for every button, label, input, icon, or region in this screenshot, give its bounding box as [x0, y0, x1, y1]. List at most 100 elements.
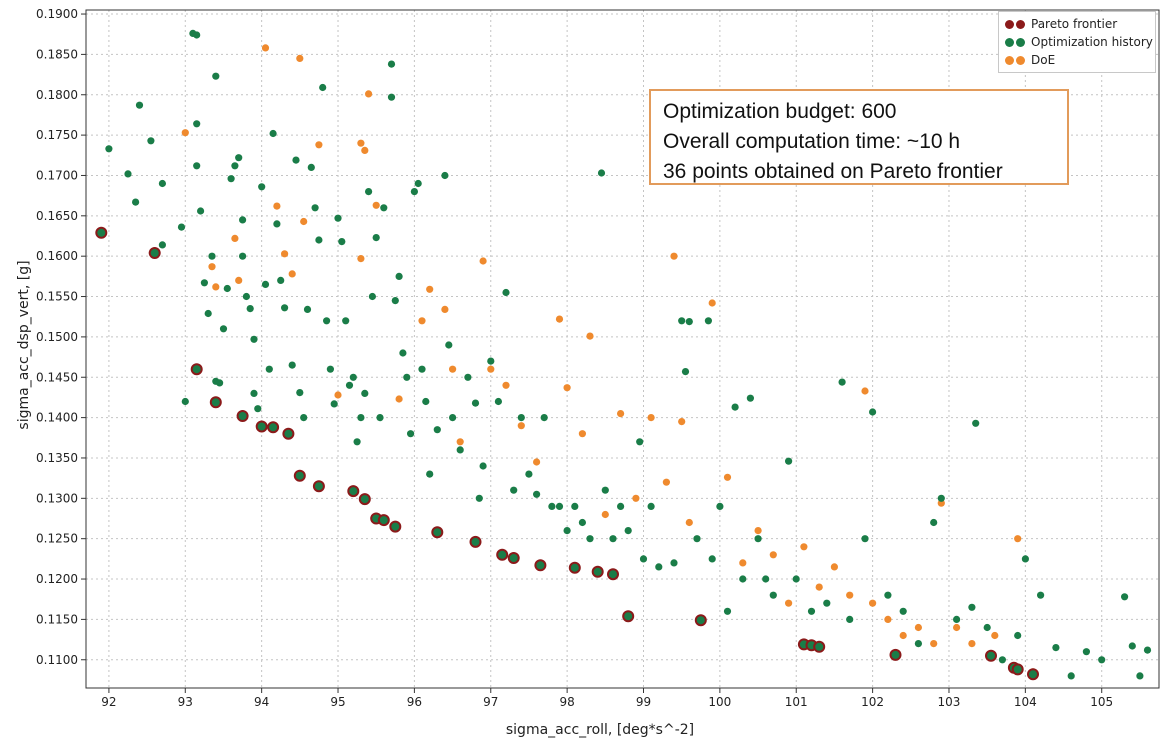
optimization-point [869, 408, 877, 416]
doe-point [212, 283, 220, 291]
doe-point [395, 395, 403, 403]
optimization-point [368, 292, 376, 301]
y-tick-label: 0.1500 [36, 330, 78, 344]
pareto-point [1011, 663, 1024, 676]
x-tick-label: 100 [708, 695, 731, 709]
optimization-point [914, 640, 923, 648]
optimization-point [517, 414, 525, 422]
optimization-point [365, 188, 373, 196]
pareto-point [312, 480, 325, 493]
x-tick-label: 103 [938, 695, 961, 709]
pareto-point [190, 363, 203, 376]
optimization-point [838, 378, 846, 386]
pareto-point [813, 640, 826, 653]
optimization-point [345, 381, 354, 389]
pareto-point [534, 559, 547, 572]
optimization-point [403, 373, 411, 381]
doe-point [861, 387, 869, 395]
optimization-point [246, 305, 254, 313]
doe-point [662, 478, 671, 486]
y-tick-label: 0.1550 [36, 290, 78, 304]
optimization-point [449, 414, 457, 422]
optimization-point [563, 527, 571, 535]
legend-marker-icon [1005, 19, 1014, 29]
x-axis-title: sigma_acc_roll, [deg*s^-2] [506, 722, 694, 738]
legend-item-pareto: Pareto frontier [1005, 15, 1117, 33]
optimization-point [399, 349, 407, 357]
optimization-point [231, 162, 239, 170]
optimization-point [342, 317, 350, 325]
pareto-point [347, 485, 360, 498]
pareto-point [985, 649, 997, 662]
optimization-point [265, 365, 273, 373]
optimization-point [937, 494, 945, 502]
optimization-point [300, 414, 308, 422]
optimization-point [445, 341, 453, 349]
optimization-point [762, 575, 770, 583]
y-tick-label: 0.1300 [36, 491, 78, 505]
optimization-point [147, 137, 155, 145]
axis-ticks: 92 93 94 95 96 97 98 99 100 101 102 103 104 105 0.1100… [36, 7, 1113, 709]
optimization-point [502, 288, 510, 297]
optimization-point [548, 502, 556, 510]
x-tick-label: 96 [407, 695, 422, 709]
doe-point [769, 551, 777, 559]
legend-marker-icon [1016, 37, 1025, 47]
y-tick-label: 0.1700 [36, 168, 78, 182]
plot-frame [85, 9, 1160, 689]
optimization-point [303, 305, 312, 313]
optimization-point [571, 502, 579, 510]
optimization-point [387, 60, 396, 68]
optimization-point [930, 518, 938, 527]
doe-point [586, 332, 594, 340]
optimization-point [418, 365, 426, 373]
optimization-point [319, 83, 327, 92]
optimization-point [223, 284, 231, 293]
doe-point [479, 257, 487, 265]
y-tick-label: 0.1650 [36, 209, 78, 223]
optimization-point [685, 318, 693, 326]
optimization-point [135, 101, 144, 109]
pareto-point [1027, 668, 1039, 681]
legend-item-optimization: Optimization history [1005, 33, 1153, 51]
optimization-point [124, 170, 132, 178]
optimization-point [216, 379, 224, 387]
optimization-point [785, 457, 793, 465]
y-tick-label: 0.1100 [36, 653, 78, 667]
doe-point [315, 141, 323, 149]
x-tick-label: 101 [785, 695, 808, 709]
optimization-point [204, 309, 212, 318]
annotation-line: Overall computation time: ~10 h [663, 130, 961, 153]
optimization-point [601, 486, 609, 494]
doe-point [273, 202, 281, 210]
optimization-point [1143, 646, 1152, 654]
y-tick-label: 0.1800 [36, 88, 78, 102]
doe-point [899, 631, 907, 640]
y-tick-label: 0.1250 [36, 532, 78, 546]
optimization-point [1014, 631, 1022, 640]
doe-point [357, 139, 365, 147]
annotation-box: Optimization budget: 600 Overall computa… [649, 89, 1069, 185]
optimization-point [739, 575, 747, 583]
optimization-point [258, 183, 266, 191]
optimization-point [846, 615, 854, 624]
pareto-point [209, 396, 222, 409]
optimization-point [273, 220, 281, 228]
optimization-point [357, 414, 365, 422]
doe-point [785, 599, 793, 607]
optimization-point [326, 365, 334, 373]
optimization-point [250, 335, 258, 343]
doe-point [670, 252, 678, 260]
optimization-point [1098, 656, 1106, 664]
doe-point [685, 518, 693, 527]
doe-point [800, 543, 808, 551]
doe-point [361, 146, 369, 154]
optimization-point [716, 502, 724, 510]
x-tick-label: 102 [861, 695, 884, 709]
optimization-point [323, 317, 331, 325]
doe-point [426, 285, 434, 293]
doe-point [914, 623, 923, 632]
optimization-point [1128, 642, 1136, 650]
optimization-point [391, 297, 399, 305]
optimization-point [533, 490, 541, 498]
